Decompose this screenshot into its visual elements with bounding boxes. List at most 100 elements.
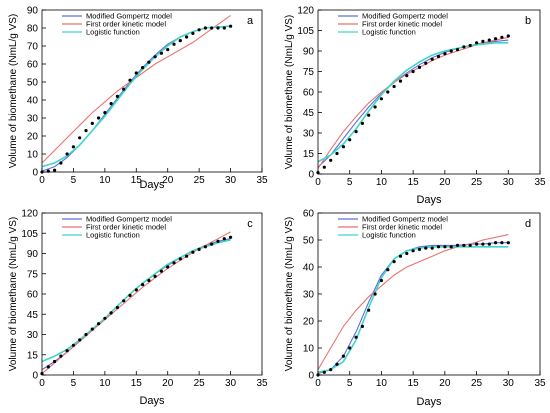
data-point xyxy=(134,71,138,75)
series-line xyxy=(41,239,231,363)
legend-label: Modified Gompertz model xyxy=(362,215,448,224)
data-point xyxy=(443,245,447,249)
series-line xyxy=(317,234,509,370)
legend-label: First order kinetic model xyxy=(86,223,166,232)
data-point xyxy=(103,111,107,115)
y-tick-label: 30 xyxy=(303,129,315,140)
data-point xyxy=(78,136,82,140)
x-tick-label: 10 xyxy=(99,378,111,389)
x-tick-label: 0 xyxy=(315,378,321,389)
data-point xyxy=(97,116,101,120)
data-point xyxy=(475,242,479,246)
y-tick-label: 30 xyxy=(27,114,39,125)
y-tick-label: 0 xyxy=(32,371,38,382)
data-point xyxy=(216,26,220,30)
data-point xyxy=(462,243,466,247)
y-tick-label: 60 xyxy=(27,290,39,301)
y-tick-label: 75 xyxy=(27,269,39,280)
data-point xyxy=(373,292,377,296)
y-tick-label: 90 xyxy=(27,6,39,17)
data-point xyxy=(341,145,345,149)
data-point xyxy=(506,34,510,38)
data-point xyxy=(122,299,126,303)
data-point xyxy=(128,78,132,82)
x-tick-label: 35 xyxy=(256,378,268,389)
x-tick-label: 5 xyxy=(347,177,353,188)
data-point xyxy=(147,278,151,283)
x-tick-label: 0 xyxy=(315,177,321,188)
x-tick-label: 25 xyxy=(471,177,483,188)
data-point xyxy=(379,278,383,283)
y-tick-label: 50 xyxy=(27,78,39,89)
data-point xyxy=(405,74,409,78)
chart-panel-c: 0 5 10 15 20 25 30 35 0 15 30 45 60 75 90 105 120 Days Vol… xyxy=(8,209,268,408)
data-point xyxy=(159,269,163,273)
data-point xyxy=(373,105,377,109)
legend-label: Logistic function xyxy=(86,231,140,240)
data-point xyxy=(166,265,170,269)
x-tick-label: 10 xyxy=(376,378,388,389)
data-point xyxy=(229,24,233,28)
x-tick-label: 15 xyxy=(131,175,143,186)
data-point xyxy=(97,322,101,326)
data-point xyxy=(487,38,491,42)
data-point xyxy=(84,332,88,337)
x-tick-label: 5 xyxy=(71,378,77,389)
y-tick-label: 45 xyxy=(303,108,315,119)
data-point xyxy=(500,241,504,245)
plot-frame xyxy=(317,9,541,175)
data-point xyxy=(141,283,145,287)
panel-label: d xyxy=(525,218,531,230)
y-tick-label: 10 xyxy=(27,150,39,161)
x-tick-label: 0 xyxy=(39,378,45,389)
legend-label: Logistic function xyxy=(86,28,140,37)
data-point xyxy=(500,35,504,39)
data-point xyxy=(216,239,220,243)
data-point xyxy=(322,165,326,169)
data-point xyxy=(166,48,170,52)
y-tick-label: 80 xyxy=(27,24,39,35)
data-point xyxy=(210,26,214,30)
panel-label: b xyxy=(525,15,531,27)
data-point xyxy=(335,362,339,366)
data-point xyxy=(360,121,364,125)
legend-label: First order kinetic model xyxy=(362,223,442,232)
data-point xyxy=(153,274,157,278)
x-tick-label: 20 xyxy=(162,175,174,186)
y-tick-label: 10 xyxy=(303,344,315,355)
series-line xyxy=(317,242,509,375)
legend-label: Modified Gompertz model xyxy=(86,12,172,21)
data-point xyxy=(46,365,50,369)
data-point xyxy=(59,161,63,165)
legend-label: Modified Gompertz model xyxy=(362,12,448,21)
data-point xyxy=(481,242,485,246)
data-point xyxy=(141,66,145,70)
data-point xyxy=(436,54,441,59)
y-tick-label: 90 xyxy=(303,47,315,58)
data-point xyxy=(392,84,396,89)
legend-label: First order kinetic model xyxy=(362,20,442,29)
data-point xyxy=(481,39,485,44)
x-tick-label: 20 xyxy=(162,378,174,389)
data-point xyxy=(322,370,326,374)
x-axis-label: Days xyxy=(139,179,165,191)
series-line xyxy=(41,231,231,375)
data-point xyxy=(197,28,201,32)
data-point xyxy=(191,250,195,254)
data-point xyxy=(191,31,195,35)
x-axis-label: Days xyxy=(416,396,442,408)
x-tick-label: 35 xyxy=(534,177,546,188)
panel-label: a xyxy=(247,15,254,27)
x-tick-label: 20 xyxy=(439,378,451,389)
data-point xyxy=(430,57,434,61)
series-line xyxy=(317,36,509,169)
x-tick-label: 5 xyxy=(347,378,353,389)
data-point xyxy=(386,90,390,94)
data-point xyxy=(443,52,447,56)
series-line xyxy=(41,14,231,164)
y-tick-label: 20 xyxy=(27,132,39,143)
y-tick-label: 105 xyxy=(297,26,314,37)
y-tick-label: 40 xyxy=(303,263,315,274)
y-axis-label: Volume of biomethane (NmL/g VS) xyxy=(284,217,295,372)
data-point xyxy=(115,94,119,98)
